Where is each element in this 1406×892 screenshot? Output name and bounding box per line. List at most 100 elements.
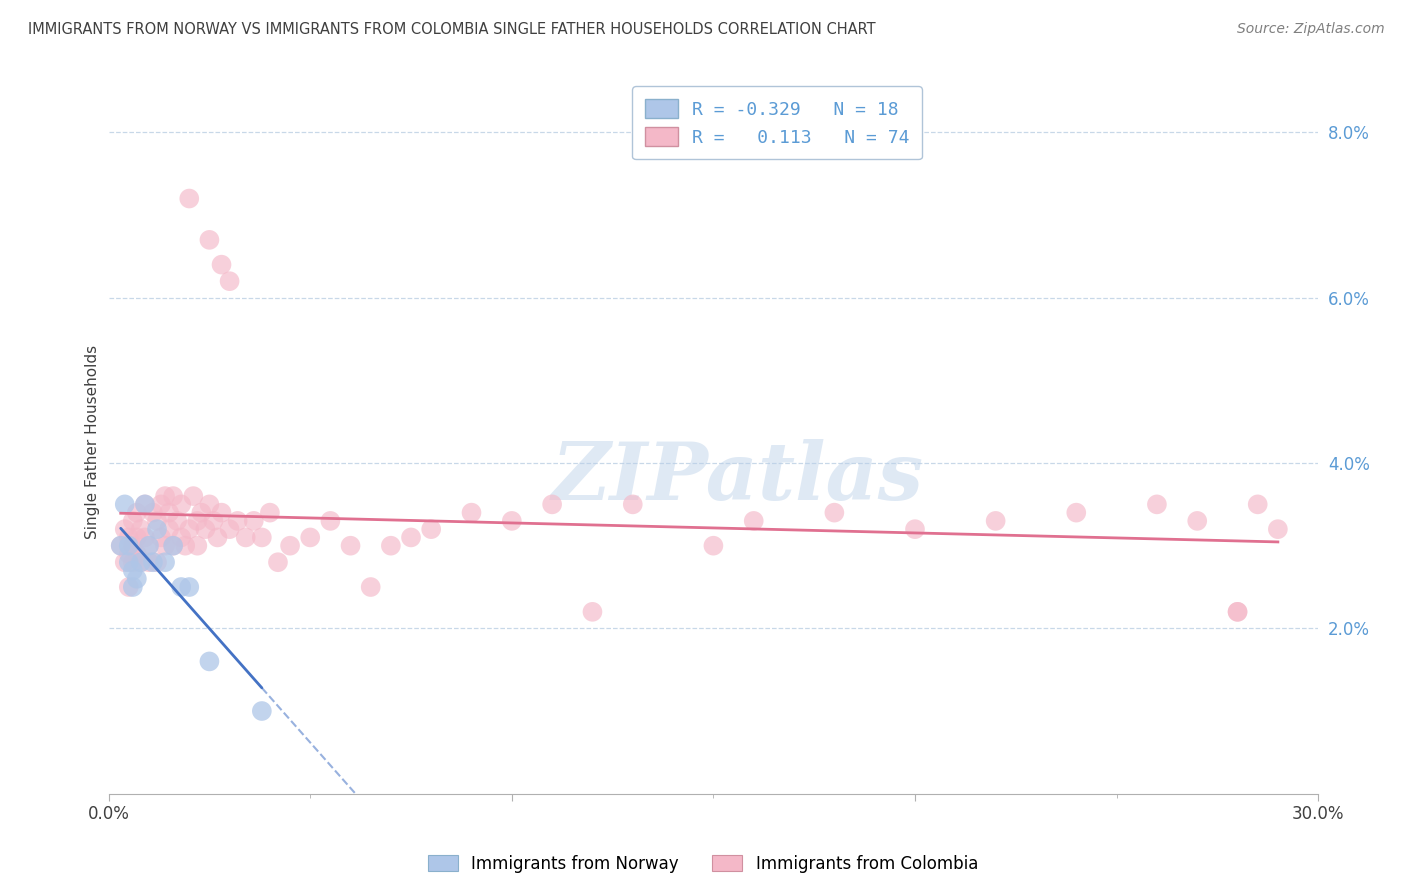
Point bbox=[194, 522, 217, 536]
Point bbox=[211, 506, 233, 520]
Point bbox=[702, 539, 724, 553]
Point bbox=[121, 555, 143, 569]
Point bbox=[142, 555, 165, 569]
Point bbox=[198, 497, 221, 511]
Point bbox=[125, 547, 148, 561]
Point bbox=[162, 489, 184, 503]
Point bbox=[153, 539, 176, 553]
Point bbox=[1187, 514, 1209, 528]
Point bbox=[153, 489, 176, 503]
Point bbox=[138, 555, 160, 569]
Point bbox=[138, 539, 160, 553]
Point bbox=[170, 580, 193, 594]
Point bbox=[125, 506, 148, 520]
Point bbox=[170, 531, 193, 545]
Point bbox=[1226, 605, 1249, 619]
Point bbox=[153, 555, 176, 569]
Point bbox=[125, 531, 148, 545]
Point bbox=[179, 192, 201, 206]
Point bbox=[984, 514, 1007, 528]
Point bbox=[198, 655, 221, 669]
Point bbox=[121, 514, 143, 528]
Point bbox=[501, 514, 523, 528]
Point bbox=[170, 497, 193, 511]
Point bbox=[134, 531, 156, 545]
Point bbox=[134, 497, 156, 511]
Point bbox=[121, 539, 143, 553]
Point bbox=[118, 580, 141, 594]
Point bbox=[742, 514, 765, 528]
Point bbox=[202, 514, 225, 528]
Point bbox=[114, 522, 136, 536]
Point bbox=[162, 539, 184, 553]
Point bbox=[121, 580, 143, 594]
Point bbox=[1247, 497, 1270, 511]
Point bbox=[278, 539, 301, 553]
Point bbox=[129, 555, 152, 569]
Point bbox=[121, 564, 143, 578]
Point bbox=[267, 555, 290, 569]
Point bbox=[621, 497, 644, 511]
Point bbox=[110, 539, 132, 553]
Text: ZIPatlas: ZIPatlas bbox=[551, 439, 924, 516]
Point bbox=[174, 539, 197, 553]
Point bbox=[218, 522, 240, 536]
Point bbox=[142, 506, 165, 520]
Point bbox=[129, 555, 152, 569]
Point bbox=[181, 489, 204, 503]
Point bbox=[250, 531, 273, 545]
Point bbox=[226, 514, 249, 528]
Point bbox=[150, 497, 173, 511]
Legend: Immigrants from Norway, Immigrants from Colombia: Immigrants from Norway, Immigrants from … bbox=[422, 848, 984, 880]
Point bbox=[166, 514, 188, 528]
Point bbox=[904, 522, 927, 536]
Point bbox=[1267, 522, 1289, 536]
Point bbox=[420, 522, 443, 536]
Point bbox=[146, 514, 169, 528]
Point bbox=[1146, 497, 1168, 511]
Point bbox=[259, 506, 281, 520]
Point bbox=[380, 539, 402, 553]
Point bbox=[319, 514, 342, 528]
Point bbox=[541, 497, 564, 511]
Point bbox=[118, 547, 141, 561]
Point bbox=[146, 522, 169, 536]
Point bbox=[118, 531, 141, 545]
Legend: R = -0.329   N = 18, R =   0.113   N = 74: R = -0.329 N = 18, R = 0.113 N = 74 bbox=[633, 86, 922, 160]
Point bbox=[235, 531, 257, 545]
Point bbox=[339, 539, 361, 553]
Point bbox=[146, 555, 169, 569]
Point bbox=[218, 274, 240, 288]
Point bbox=[118, 555, 141, 569]
Point bbox=[125, 572, 148, 586]
Point bbox=[360, 580, 382, 594]
Point bbox=[190, 506, 212, 520]
Point bbox=[1226, 605, 1249, 619]
Point bbox=[157, 522, 180, 536]
Point bbox=[118, 539, 141, 553]
Point bbox=[186, 514, 208, 528]
Point bbox=[129, 522, 152, 536]
Point bbox=[110, 539, 132, 553]
Point bbox=[114, 555, 136, 569]
Y-axis label: Single Father Households: Single Father Households bbox=[86, 345, 100, 540]
Text: IMMIGRANTS FROM NORWAY VS IMMIGRANTS FROM COLOMBIA SINGLE FATHER HOUSEHOLDS CORR: IMMIGRANTS FROM NORWAY VS IMMIGRANTS FRO… bbox=[28, 22, 876, 37]
Point bbox=[162, 539, 184, 553]
Point bbox=[198, 233, 221, 247]
Point bbox=[179, 580, 201, 594]
Point bbox=[250, 704, 273, 718]
Point bbox=[186, 539, 208, 553]
Point bbox=[1064, 506, 1087, 520]
Point bbox=[134, 497, 156, 511]
Point bbox=[460, 506, 482, 520]
Point bbox=[581, 605, 603, 619]
Point bbox=[157, 506, 180, 520]
Point bbox=[138, 539, 160, 553]
Text: Source: ZipAtlas.com: Source: ZipAtlas.com bbox=[1237, 22, 1385, 37]
Point bbox=[299, 531, 322, 545]
Point bbox=[211, 258, 233, 272]
Point bbox=[399, 531, 422, 545]
Point bbox=[823, 506, 845, 520]
Point bbox=[150, 531, 173, 545]
Point bbox=[242, 514, 264, 528]
